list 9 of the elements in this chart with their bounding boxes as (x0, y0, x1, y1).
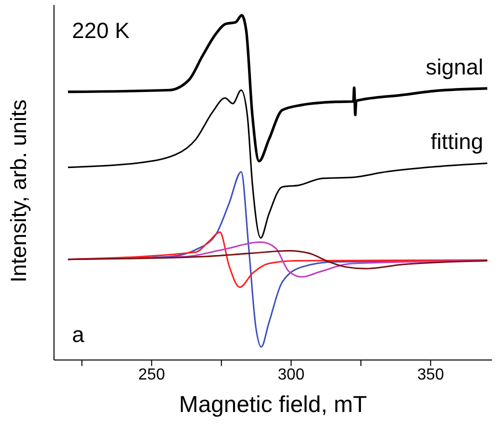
series-label: fitting (430, 129, 484, 154)
y-axis-title: Intensity, arb. units (6, 99, 31, 282)
x-tick-label: 300 (278, 366, 305, 384)
x-tick-label: 350 (417, 366, 444, 384)
series-label: signal (426, 54, 484, 80)
x-axis-title: Magnetic field, mT (179, 391, 367, 417)
x-tick-label: 250 (138, 366, 166, 384)
annotation: 220 K (72, 18, 130, 44)
annotation: a (72, 322, 84, 348)
